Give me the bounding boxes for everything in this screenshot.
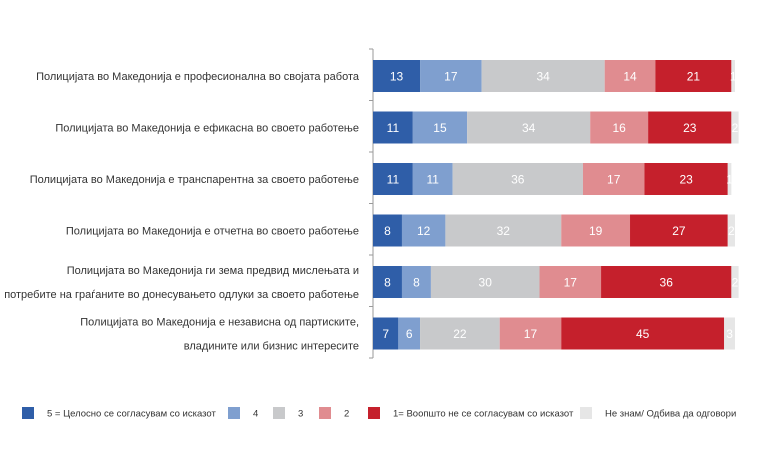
data-label: 45 [636, 327, 650, 341]
data-label: 8 [384, 276, 391, 290]
data-label: 1 [726, 173, 733, 187]
category-axis [369, 48, 374, 359]
bar-segment [420, 317, 500, 350]
legend-label: 5 = Целосно се согласувам со исказот [47, 409, 216, 420]
data-label: 34 [522, 121, 536, 135]
bar-segment [582, 163, 645, 195]
bar-segment [373, 214, 402, 247]
bar-segment [373, 163, 413, 195]
legend-swatch [228, 407, 240, 419]
data-label: 17 [444, 70, 458, 84]
category-label: Полицијата во Македонија е транспарентна… [30, 174, 359, 186]
bar-segment [430, 266, 540, 298]
category-label: потребите на граѓаните во донесувањето о… [4, 289, 359, 301]
legend-swatch [580, 407, 592, 419]
data-label: 36 [660, 276, 674, 290]
legend-label: 2 [344, 409, 349, 420]
data-label: 17 [564, 276, 578, 290]
data-label: 34 [536, 70, 550, 84]
data-label: 27 [672, 224, 686, 238]
bar-segment [731, 60, 735, 92]
legend-label: Не знам/ Одбива да одговори [605, 409, 736, 420]
data-label: 30 [479, 276, 493, 290]
bar-segment [412, 163, 453, 195]
data-label: 1 [730, 70, 737, 84]
bar-segment [539, 266, 602, 298]
data-label: 32 [497, 224, 511, 238]
bar-segment [452, 163, 583, 195]
bar-segment [412, 111, 468, 144]
bar-segment [373, 317, 399, 350]
legend-swatch [22, 407, 34, 419]
category-label: Полицијата во Македонија е независна од … [80, 317, 359, 329]
bar-segment [731, 111, 739, 144]
legend-label: 3 [298, 409, 303, 420]
bar-segment [481, 60, 605, 92]
data-label: 12 [417, 224, 431, 238]
bar-segment [373, 111, 413, 144]
data-label: 36 [511, 173, 525, 187]
bar-segment [644, 163, 728, 195]
bar-segment [601, 266, 732, 298]
data-label: 17 [607, 173, 621, 187]
legend-swatch [273, 407, 285, 419]
data-label: 21 [687, 70, 701, 84]
bar-segment [561, 317, 725, 350]
category-label: Полицијата во Македонија е отчетна во св… [66, 226, 359, 238]
bar-segment [401, 266, 431, 298]
data-label: 2 [732, 276, 739, 290]
data-label: 22 [453, 327, 467, 341]
data-label: 8 [413, 276, 420, 290]
bar-segment [445, 214, 562, 247]
bar-segment [561, 214, 631, 247]
data-label: 2 [728, 224, 735, 238]
data-label: 8 [384, 224, 391, 238]
bar-segment [373, 266, 402, 298]
data-label: 2 [732, 121, 739, 135]
category-label: владините или бизнис интересите [184, 341, 359, 353]
data-label: 23 [679, 173, 693, 187]
data-label: 16 [612, 121, 626, 135]
category-labels: Полицијата во Македонија е професионална… [4, 71, 360, 353]
bar-segment [401, 214, 446, 247]
bar-segment [727, 214, 735, 247]
bar-segment [590, 111, 649, 144]
data-label: 11 [426, 173, 439, 187]
bar-segment [398, 317, 421, 350]
category-label: Полицијата во Македонија е ефикасна во с… [55, 123, 359, 135]
bar-segment [373, 60, 421, 92]
data-label: 11 [387, 121, 400, 135]
bar-segment [727, 163, 732, 195]
data-label: 6 [406, 327, 413, 341]
legend-label: 4 [253, 409, 258, 420]
data-label: 11 [387, 173, 400, 187]
bar-segment [648, 111, 732, 144]
bar-segment [655, 60, 732, 92]
data-label: 23 [683, 121, 697, 135]
data-label: 19 [589, 224, 603, 238]
bar-segment [499, 317, 562, 350]
bar-segment [630, 214, 728, 247]
category-label: Полицијата во Македонија е професионална… [36, 71, 360, 83]
legend-label: 1= Воопшто не се согласувам со исказот [393, 409, 574, 420]
bars: 13 17 34 14 21 111 15 34 16 23 211 11 36 17 23 18 12 32 19… [373, 60, 739, 350]
legend: 5 = Целосно се согласувам со исказот 4 3 2 1… [22, 407, 736, 420]
bar-segment [724, 317, 735, 350]
legend-swatch [368, 407, 380, 419]
bar-segment [604, 60, 656, 92]
bar-segment [467, 111, 591, 144]
data-label: 13 [390, 70, 404, 84]
data-label: 7 [382, 327, 389, 341]
category-label: Полицијата во Македонија ги зема предвид… [67, 265, 359, 277]
legend-swatch [319, 407, 331, 419]
bar-segment [420, 60, 482, 92]
data-label: 3 [726, 327, 733, 341]
data-label: 15 [433, 121, 447, 135]
data-label: 14 [623, 70, 637, 84]
bar-segment [731, 266, 739, 298]
data-label: 17 [524, 327, 538, 341]
